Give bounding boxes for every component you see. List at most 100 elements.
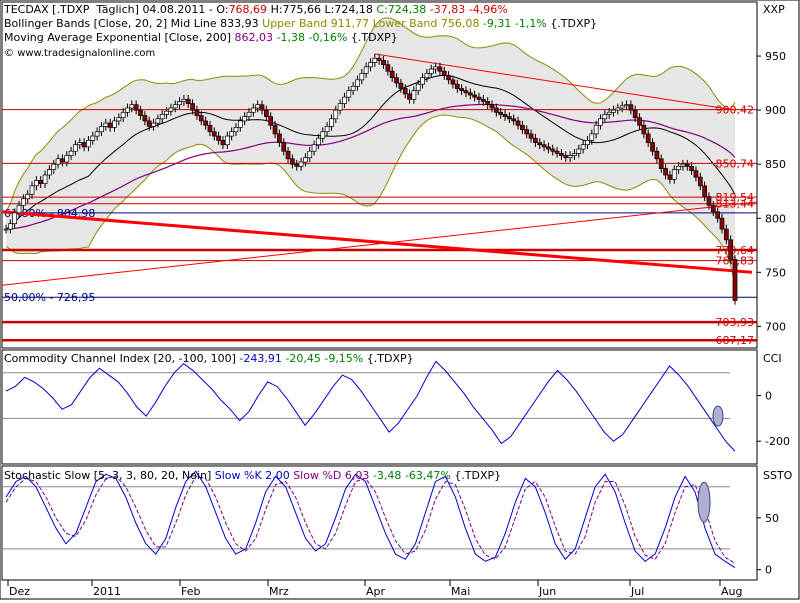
cci-tick-label: -200 <box>765 435 790 448</box>
candle-body <box>615 107 621 111</box>
candle-body <box>676 166 681 170</box>
x-tick-label: Aug <box>721 585 742 598</box>
candle-body <box>355 79 360 87</box>
candle-body <box>559 153 564 156</box>
candle-body <box>268 116 274 126</box>
candle-body <box>580 144 586 150</box>
candle-body <box>715 211 720 219</box>
candle-body <box>576 148 582 154</box>
candle-body <box>250 107 256 113</box>
candle-body <box>90 135 96 141</box>
candle-body <box>433 66 438 70</box>
candle-body <box>159 114 165 120</box>
candle-body <box>467 92 473 96</box>
candle-body <box>229 131 234 137</box>
candle-body <box>324 125 330 133</box>
candle-body <box>25 194 31 200</box>
candle-body <box>728 239 734 260</box>
candle-body <box>64 155 70 163</box>
candle-body <box>645 133 651 143</box>
candle-body <box>337 103 343 111</box>
candle-body <box>51 163 57 170</box>
candle-body <box>411 90 417 100</box>
stoch-panel-frame <box>1 465 758 581</box>
candle-body <box>272 124 278 135</box>
x-tick-label: Dez <box>9 585 30 598</box>
ema-value: 862,03 <box>234 31 274 44</box>
candle-body <box>164 110 169 115</box>
candle-body <box>415 83 421 92</box>
candle-body <box>667 174 673 180</box>
candle-body <box>424 73 430 79</box>
candle-body <box>125 107 130 113</box>
candle-body <box>385 64 391 72</box>
candle-body <box>472 94 477 98</box>
candle-body <box>342 96 347 104</box>
candle-body <box>611 109 616 113</box>
candle-body <box>710 204 716 213</box>
candle-body <box>658 158 664 169</box>
candle-body <box>697 176 703 187</box>
main-panel-frame <box>1 1 758 349</box>
cci-tick-label: 0 <box>765 390 772 403</box>
price-tick-label: 750 <box>765 266 786 279</box>
candle-body <box>55 158 61 165</box>
candle-body <box>524 129 530 135</box>
candle-body <box>389 70 395 79</box>
candle-body <box>116 117 122 122</box>
bollinger-mid-line <box>5 74 736 230</box>
candle-body <box>220 140 226 146</box>
candle-body <box>437 66 443 72</box>
cci-marker-ellipse <box>712 405 724 427</box>
candle-body <box>628 104 634 111</box>
candle-body <box>172 104 178 109</box>
candle-body <box>376 57 382 61</box>
candle-body <box>60 158 65 163</box>
price-tick-label: 950 <box>765 50 786 63</box>
stoch-tick-label: 50 <box>765 512 779 525</box>
candle-body <box>259 104 265 111</box>
candle-body <box>533 137 538 143</box>
x-tick-label: 2011 <box>93 585 121 598</box>
main-header-line1: TECDAX [.TDXP Täglich] 04.08.2011 - O:76… <box>4 3 508 16</box>
rising-trendline <box>1 201 758 286</box>
price-tick-label: 900 <box>765 104 786 117</box>
candle-body <box>641 124 647 135</box>
candle-body <box>255 104 261 109</box>
candle-body <box>363 66 369 74</box>
candle-body <box>99 125 104 133</box>
candle-body <box>719 217 725 230</box>
candle-body <box>450 79 456 85</box>
candle-body <box>329 118 334 127</box>
candle-body <box>463 90 469 94</box>
major-trendline <box>1 210 753 274</box>
x-tick-label: Jun <box>538 585 556 598</box>
cci-axis-title: CCI <box>763 352 782 365</box>
candle-body <box>520 124 525 130</box>
level-label-4: 770,64 <box>716 244 755 257</box>
candle-body <box>515 120 521 126</box>
candle-body <box>528 133 534 139</box>
candle-body <box>372 57 378 63</box>
bollinger-mid-value: 833,93 <box>220 17 259 30</box>
candle-body <box>185 98 191 104</box>
candle-body <box>359 73 365 81</box>
candle-body <box>428 68 434 74</box>
candle-body <box>34 180 39 187</box>
candle-body <box>298 161 304 167</box>
candle-body <box>168 107 174 112</box>
change-pct-value: -4,96% <box>468 3 508 16</box>
bollinger-band-fill <box>6 17 735 288</box>
candle-body <box>706 196 712 206</box>
price-tick-label: 850 <box>765 158 786 171</box>
stoch-label: Stochastic Slow [5, 3, 3, 80, 20, Nein] <box>4 469 212 482</box>
cci-line <box>5 360 736 452</box>
level-label-1: 850,74 <box>716 157 755 170</box>
candle-body <box>446 75 451 81</box>
candle-body <box>190 103 195 111</box>
candle-body <box>120 111 126 119</box>
candle-body <box>420 77 425 85</box>
candle-body <box>693 170 699 178</box>
